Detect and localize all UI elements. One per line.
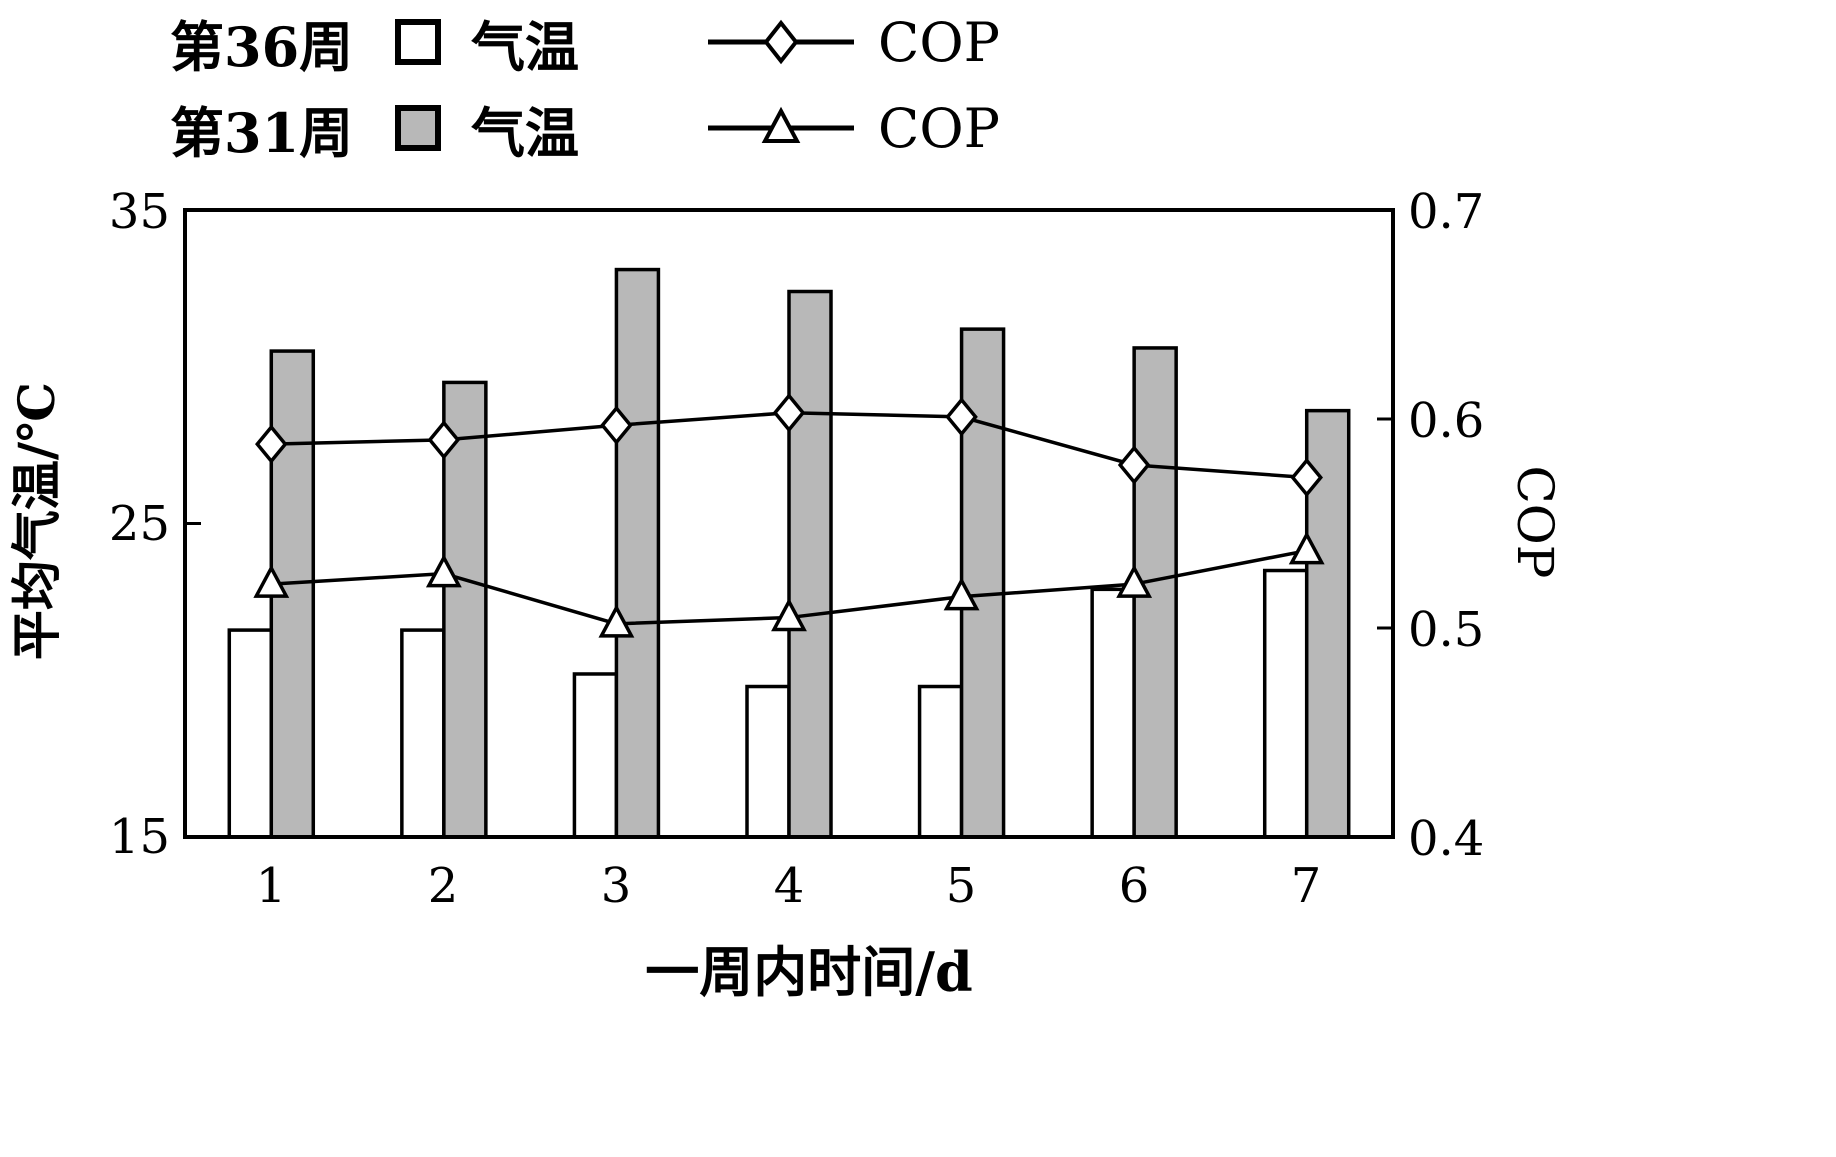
legend-week31-temp-label: 气温 bbox=[471, 100, 579, 165]
week36-cop-diamond-line-icon bbox=[708, 19, 854, 65]
bar-week36-day5 bbox=[917, 684, 964, 839]
cop-marker-week31-day5 bbox=[943, 576, 980, 611]
left-axis-title: 平均气温/℃ bbox=[7, 381, 66, 661]
cop-marker-week31-day7 bbox=[1288, 530, 1325, 565]
cop-marker-week36-day5 bbox=[945, 397, 978, 437]
cop-marker-week36-day7 bbox=[1290, 457, 1323, 498]
x-tick-day4: 4 bbox=[773, 858, 805, 914]
bar-week36-day3 bbox=[572, 672, 619, 839]
bar-week31-day2 bbox=[442, 380, 488, 839]
cop-marker-week31-day3 bbox=[598, 604, 635, 638]
legend-row-week36: 第36周 气温 COP bbox=[170, 6, 1000, 79]
x-axis-title: 一周内时间/d bbox=[645, 940, 973, 1004]
legend-week31-cop-label: COP bbox=[878, 96, 1000, 160]
cop-marker-week36-day3 bbox=[600, 405, 633, 446]
right-axis-tick-0-7: 0.7 bbox=[1408, 184, 1485, 240]
left-axis-tick-35: 35 bbox=[108, 184, 170, 240]
x-tick-day6: 6 bbox=[1118, 858, 1150, 914]
right-axis-tick-0-4: 0.4 bbox=[1408, 811, 1485, 867]
bar-week31-day3 bbox=[614, 267, 661, 839]
cop-marker-week31-day2 bbox=[425, 553, 462, 588]
cop-marker-week36-day1 bbox=[255, 424, 288, 464]
left-axis-tick-15: 15 bbox=[108, 809, 170, 865]
legend-week36-temp-label: 气温 bbox=[471, 14, 579, 79]
cop-marker-week36-day6 bbox=[1117, 445, 1151, 485]
bar-week36-day2 bbox=[400, 628, 446, 839]
week31-cop-triangle-line-icon bbox=[708, 106, 854, 143]
right-axis-tick-0-6: 0.6 bbox=[1408, 393, 1485, 449]
left-axis-tick-25: 25 bbox=[108, 496, 170, 552]
cop-marker-week36-day4 bbox=[772, 392, 806, 433]
legend: 第36周 气温 COP 第31周 气温 COP bbox=[170, 6, 1000, 178]
x-tick-day3: 3 bbox=[600, 858, 632, 914]
x-tick-day5: 5 bbox=[945, 858, 977, 914]
bar-week36-day1 bbox=[227, 628, 274, 839]
bar-week36-day7 bbox=[1262, 568, 1309, 839]
bar-week36-day6 bbox=[1090, 587, 1136, 839]
cop-marker-week31-day6 bbox=[1116, 564, 1153, 598]
bar-week36-day4 bbox=[745, 684, 791, 839]
cop-marker-week36-day2 bbox=[427, 420, 461, 460]
cop-marker-week31-day4 bbox=[771, 597, 807, 632]
week31-bar-swatch-icon bbox=[395, 105, 441, 151]
cop-marker-week31-day1 bbox=[253, 564, 290, 598]
right-axis-title: COP bbox=[1506, 465, 1564, 579]
legend-week36-label: 第36周 bbox=[170, 14, 354, 79]
legend-row-week31: 第31周 气温 COP bbox=[170, 92, 1000, 165]
legend-week31-label: 第31周 bbox=[170, 100, 354, 165]
right-axis-tick-0-5: 0.5 bbox=[1408, 602, 1485, 658]
x-tick-day1: 1 bbox=[255, 858, 287, 914]
legend-week36-cop-label: COP bbox=[878, 10, 1000, 74]
x-tick-day2: 2 bbox=[427, 858, 459, 914]
week36-bar-swatch-icon bbox=[395, 19, 441, 65]
bar-week31-day4 bbox=[787, 289, 833, 839]
x-tick-day7: 7 bbox=[1290, 858, 1322, 914]
